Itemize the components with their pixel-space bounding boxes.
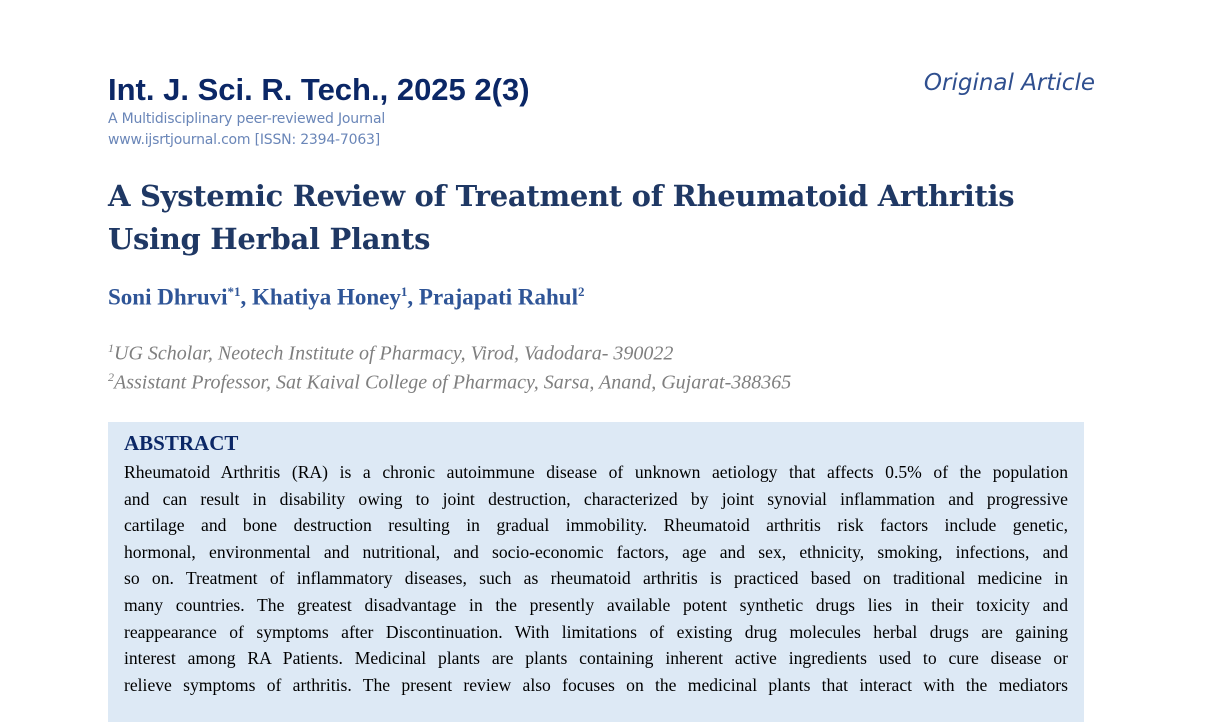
affiliation-num: 2: [108, 370, 114, 384]
affiliation: 2Assistant Professor, Sat Kaival College…: [108, 370, 791, 395]
abstract-line: and can result in disability owing to jo…: [124, 488, 1068, 509]
author-mark: 2: [577, 284, 585, 299]
abstract-heading: ABSTRACT: [124, 431, 239, 455]
journal-website: www.ijsrtjournal.com [ISSN: 2394-7063]: [108, 132, 380, 148]
abstract-text: Rheumatoid Arthritis (RA) is a chronic a…: [124, 459, 1068, 698]
abstract-line: hormonal, environmental and nutritional,…: [124, 541, 1068, 562]
author-name: Soni Dhruvi: [108, 284, 228, 310]
journal-title: Int. J. Sci. R. Tech., 2025 2(3): [108, 72, 530, 107]
abstract-line: reappearance of symptoms after Discontin…: [124, 621, 1068, 642]
abstract-line: Rheumatoid Arthritis (RA) is a chronic a…: [124, 462, 1068, 482]
paper-title: A Systemic Review of Treatment of Rheuma…: [108, 179, 1015, 256]
affiliation-text: UG Scholar, Neotech Institute of Pharmac…: [114, 342, 674, 365]
author-list: Soni Dhruvi*1, Khatiya Honey1, Prajapati…: [108, 284, 585, 310]
abstract-line: relieve symptoms of arthritis. The prese…: [124, 674, 1068, 695]
journal-tagline: A Multidisciplinary peer-reviewed Journa…: [108, 111, 386, 127]
affiliation-text: Assistant Professor, Sat Kaival College …: [114, 371, 792, 394]
author-name: Prajapati Rahul: [418, 284, 578, 310]
article-type: Original Article: [923, 70, 1095, 96]
affiliation: 1UG Scholar, Neotech Institute of Pharma…: [108, 341, 673, 366]
abstract-box: ABSTRACT Rheumatoid Arthritis (RA) is a …: [108, 422, 1084, 722]
abstract-line: interest among RA Patients. Medicinal pl…: [124, 648, 1068, 669]
abstract-line: cartilage and bone destruction resulting…: [124, 515, 1068, 536]
author-mark: *1: [227, 284, 241, 299]
affiliation-num: 1: [108, 341, 114, 355]
author-mark: 1: [400, 284, 408, 299]
author-name: Khatiya Honey: [252, 284, 401, 310]
abstract-line: so on. Treatment of inflammatory disease…: [124, 568, 1068, 589]
abstract-line: many countries. The greatest disadvantag…: [124, 594, 1068, 615]
